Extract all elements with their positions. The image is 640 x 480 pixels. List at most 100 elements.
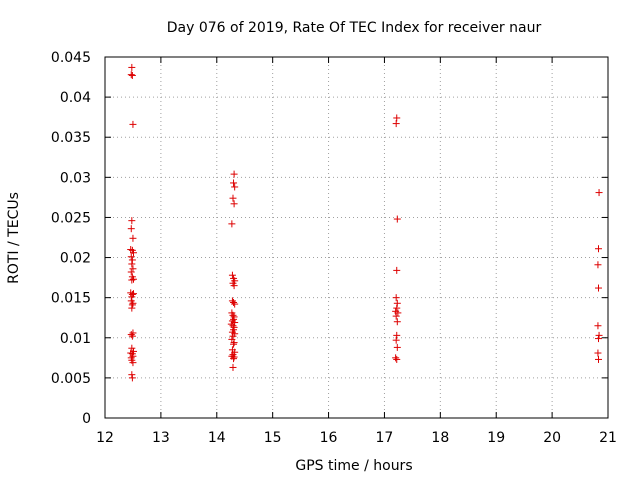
data-point xyxy=(231,183,239,191)
plot-frame xyxy=(104,56,609,419)
data-point xyxy=(393,299,401,307)
data-points xyxy=(127,63,603,382)
data-point xyxy=(129,329,137,337)
data-point xyxy=(393,266,401,274)
data-point xyxy=(594,245,602,253)
data-point xyxy=(594,355,602,363)
data-point xyxy=(231,319,239,327)
x-tick-label: 14 xyxy=(208,430,226,446)
data-point xyxy=(594,284,602,292)
data-point xyxy=(229,311,237,319)
data-point xyxy=(230,355,238,363)
data-point xyxy=(230,340,238,348)
data-point xyxy=(229,332,237,340)
y-tick-label: 0.005 xyxy=(51,371,91,387)
data-point xyxy=(595,331,603,339)
data-point xyxy=(129,120,137,128)
data-point xyxy=(128,344,136,352)
data-point xyxy=(392,120,400,128)
data-point xyxy=(594,261,602,269)
data-point xyxy=(127,331,135,339)
data-point xyxy=(230,315,238,323)
data-point xyxy=(393,304,401,312)
x-tick-label: 18 xyxy=(431,430,449,446)
data-point xyxy=(128,301,136,309)
y-tick-label: 0.025 xyxy=(51,210,91,226)
data-point xyxy=(393,355,401,363)
data-point xyxy=(127,268,135,276)
data-point xyxy=(127,253,135,261)
y-tick-label: 0 xyxy=(82,411,91,427)
data-point xyxy=(230,200,238,208)
x-tick-label: 16 xyxy=(320,430,338,446)
chart-title: Day 076 of 2019, Rate Of TEC Index for r… xyxy=(167,20,542,36)
data-point xyxy=(128,374,136,382)
data-point xyxy=(230,298,238,306)
y-tick-label: 0.01 xyxy=(60,331,91,347)
data-point xyxy=(128,332,136,340)
data-point xyxy=(228,271,236,279)
x-tick-label: 12 xyxy=(96,430,114,446)
data-point xyxy=(129,265,137,273)
data-point xyxy=(129,299,137,307)
data-point xyxy=(129,352,137,360)
data-point xyxy=(229,194,237,202)
data-point xyxy=(594,349,602,357)
y-tick-label: 0.045 xyxy=(51,50,91,66)
data-point xyxy=(230,339,238,347)
x-tick-label: 17 xyxy=(376,430,394,446)
data-point xyxy=(128,276,136,284)
data-point xyxy=(393,331,401,339)
data-point xyxy=(392,294,400,302)
data-point xyxy=(230,170,238,178)
data-point xyxy=(594,322,602,330)
data-point xyxy=(128,71,136,79)
data-point xyxy=(128,63,136,71)
tick-labels: 12 13 14 15 16 17 18 19 20 21 0 0.005 0.01 0.015 0.02 0… xyxy=(51,50,617,446)
data-point xyxy=(130,275,138,283)
data-point xyxy=(128,256,136,264)
data-point xyxy=(392,312,400,320)
data-point xyxy=(128,293,136,301)
data-point xyxy=(229,363,237,371)
x-tick-label: 19 xyxy=(487,430,505,446)
grid-lines xyxy=(105,57,608,418)
data-point xyxy=(595,189,603,197)
x-tick-label: 21 xyxy=(599,430,617,446)
data-point xyxy=(128,260,136,268)
data-point xyxy=(392,336,400,344)
data-point xyxy=(231,300,239,308)
data-point xyxy=(392,354,400,362)
y-tick-label: 0.02 xyxy=(60,251,91,267)
data-point xyxy=(128,304,136,312)
data-point xyxy=(128,371,136,379)
data-point xyxy=(394,309,402,317)
data-point xyxy=(130,290,138,298)
data-point xyxy=(230,179,238,187)
x-tick-label: 15 xyxy=(264,430,282,446)
y-tick-label: 0.015 xyxy=(51,291,91,307)
data-point xyxy=(129,234,137,242)
x-axis-label: GPS time / hours xyxy=(295,458,412,474)
data-point xyxy=(230,282,238,290)
data-point xyxy=(393,215,401,223)
data-point xyxy=(129,359,137,367)
data-point xyxy=(229,322,237,330)
data-point xyxy=(393,343,401,351)
data-point xyxy=(127,71,135,79)
data-point xyxy=(393,114,401,122)
x-tick-label: 20 xyxy=(543,430,561,446)
data-point xyxy=(393,318,401,326)
y-tick-label: 0.03 xyxy=(60,170,91,186)
data-point xyxy=(594,335,602,343)
data-point xyxy=(127,225,135,233)
data-point xyxy=(228,220,236,228)
data-point xyxy=(128,217,136,225)
data-point xyxy=(230,353,238,361)
y-tick-label: 0.035 xyxy=(51,130,91,146)
y-axis-label: ROTI / TECUs xyxy=(6,192,22,284)
x-tick-label: 13 xyxy=(152,430,170,446)
y-tick-label: 0.04 xyxy=(60,90,91,106)
